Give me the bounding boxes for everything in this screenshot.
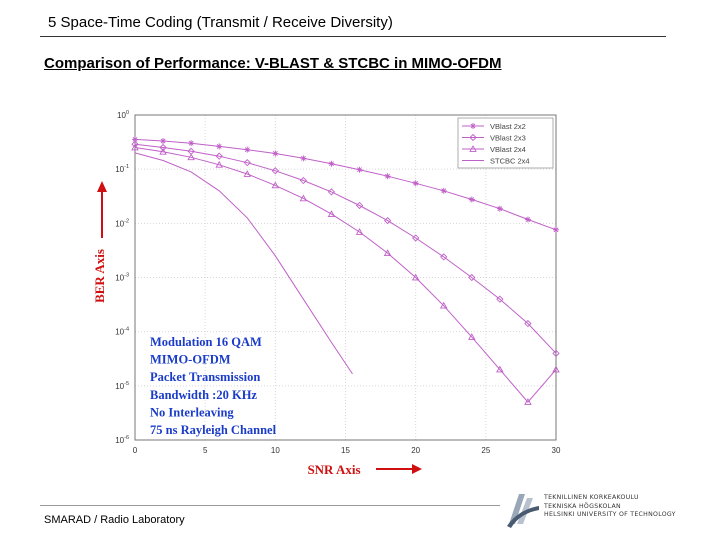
university-line: HELSINKI UNIVERSITY OF TECHNOLOGY [544, 511, 676, 519]
axis-labels: SNR Axis BER Axis [92, 181, 422, 477]
university-name: TEKNILLINEN KORKEAKOULU TEKNISKA HÖGSKOL… [544, 494, 676, 520]
series-group [131, 136, 560, 405]
series-marker [188, 140, 195, 147]
series-line [134, 138, 557, 231]
chart-annotation: No Interleaving [150, 405, 234, 419]
x-tick-label: 20 [411, 446, 420, 455]
y-tick-label: 10-1 [115, 164, 129, 174]
series-marker [411, 273, 420, 281]
series-marker [215, 152, 223, 160]
series-marker [159, 143, 167, 152]
series-marker [496, 365, 504, 373]
legend-entry: STCBC 2x4 [490, 157, 530, 166]
series-marker [243, 159, 251, 167]
tick-labels: 0 5 10 15 20 25 30 100 10-1 10-2 10-3 10-4 10-5 10-6 [115, 110, 561, 455]
series-marker [468, 333, 476, 340]
x-axis-label: SNR Axis [307, 462, 360, 477]
series-marker [383, 249, 392, 256]
x-tick-label: 10 [271, 446, 280, 455]
series-marker [496, 295, 504, 303]
series-marker [524, 216, 531, 223]
slide-title: Comparison of Performance: V-BLAST & STC… [44, 55, 502, 72]
series-marker [383, 216, 392, 225]
series-marker [524, 398, 532, 405]
series-marker [356, 166, 363, 173]
chart-annotation: 75 ns Rayleigh Channel [150, 423, 277, 437]
y-axis-arrow-head [97, 181, 107, 192]
series-marker [468, 273, 476, 282]
series-marker [468, 196, 475, 203]
series-marker [131, 143, 139, 151]
series-marker [469, 145, 477, 152]
series-marker [355, 228, 364, 235]
x-tick-label: 15 [341, 446, 350, 455]
series-marker [553, 226, 559, 233]
series-marker [552, 349, 560, 357]
y-tick-label: 10-6 [115, 435, 129, 445]
y-tick-label: 10-3 [115, 273, 129, 283]
series-marker [299, 194, 308, 202]
x-tick-label: 0 [133, 446, 138, 455]
series-marker [524, 319, 532, 328]
y-tick-label: 10-2 [115, 218, 129, 228]
chart-annotation: MIMO-OFDM [150, 353, 231, 367]
series-marker [470, 123, 476, 129]
chart-annotation: Bandwidth :20 KHz [150, 388, 257, 402]
x-tick-label: 25 [481, 446, 490, 455]
series-marker [132, 136, 138, 143]
y-tick-label: 10-4 [115, 327, 129, 337]
university-logo-icon [507, 494, 539, 528]
series-line [134, 143, 557, 354]
chart-annotation: Modulation 16 QAM [150, 335, 262, 349]
series-marker [244, 146, 251, 153]
series-line [134, 152, 353, 375]
header-divider [40, 36, 666, 37]
x-tick-label: 30 [552, 446, 561, 455]
y-tick-label: 10-5 [115, 381, 129, 391]
series-marker [412, 234, 420, 242]
y-tick-label: 100 [117, 110, 129, 120]
footer-divider [40, 505, 500, 506]
series-marker [299, 176, 308, 185]
series-marker [552, 365, 560, 373]
series-marker [271, 181, 280, 189]
legend-entry: VBlast 2x4 [490, 145, 526, 154]
y-axis-label: BER Axis [92, 249, 107, 303]
series-marker [243, 170, 252, 177]
series-marker [412, 180, 419, 187]
x-axis-arrow-head [412, 464, 422, 474]
series-marker [300, 155, 307, 162]
series-marker [187, 153, 195, 161]
legend-entry: VBlast 2x3 [490, 134, 526, 143]
series-marker [271, 167, 279, 175]
series-marker [216, 143, 223, 150]
chart-legend: VBlast 2x2 VBlast 2x3 VBlast 2x4 STCBC 2x4 [457, 117, 554, 169]
series-marker [131, 140, 139, 148]
series-marker [159, 147, 167, 155]
series-marker [355, 201, 364, 210]
footer-lab: SMARAD / Radio Laboratory [44, 514, 185, 526]
chart-annotations: Modulation 16 QAM MIMO-OFDM Packet Transmi… [150, 335, 277, 437]
university-line: TEKNISKA HÖGSKOLAN [544, 502, 621, 510]
series-marker [160, 138, 167, 144]
legend-entry: VBlast 2x2 [490, 122, 526, 131]
x-tick-label: 5 [203, 446, 208, 455]
series-marker [439, 301, 448, 309]
series-marker [215, 160, 223, 168]
series-marker [496, 205, 503, 212]
series-marker [272, 150, 279, 157]
series-marker [328, 160, 335, 167]
university-line: TEKNILLINEN KORKEAKOULU [544, 494, 639, 501]
series-marker [327, 210, 336, 217]
series-marker [469, 133, 477, 142]
series-marker [440, 253, 448, 261]
series-marker [440, 187, 447, 194]
chart-annotation: Packet Transmission [150, 370, 260, 384]
plot-frame [134, 114, 557, 441]
series-marker [327, 188, 336, 196]
section-header: 5 Space-Time Coding (Transmit / Receive … [48, 14, 393, 31]
series-line [134, 147, 557, 403]
series-marker [384, 173, 391, 180]
